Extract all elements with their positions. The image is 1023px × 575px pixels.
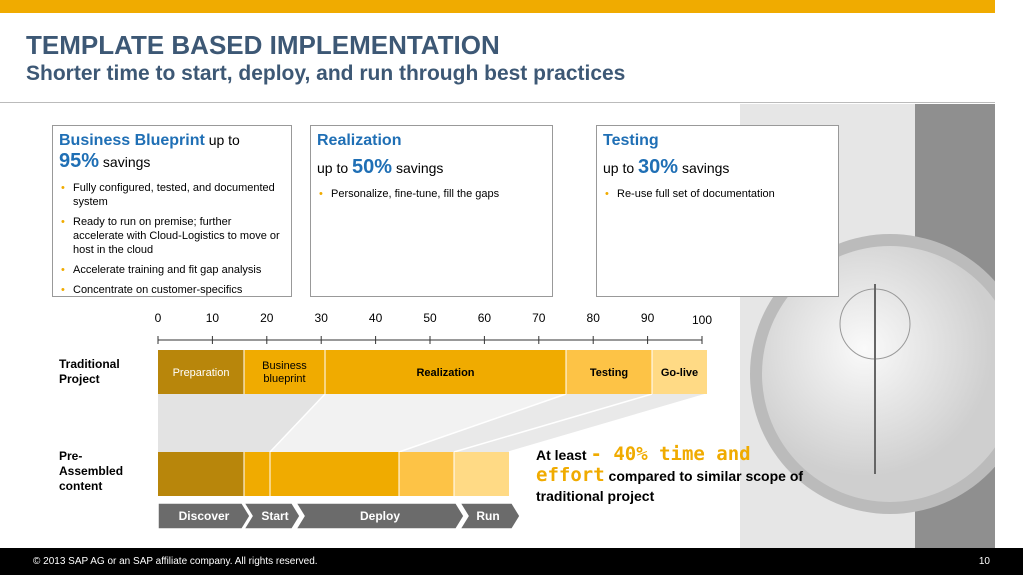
page-number: 10 <box>978 556 990 567</box>
title: TEMPLATE BASED IMPLEMENTATION <box>26 30 500 60</box>
scale-label: 80 <box>587 311 601 325</box>
scale-label: 0 <box>155 311 162 325</box>
box-prefix: up to <box>208 132 240 148</box>
stopwatch <box>740 104 995 548</box>
callout-highlight: - 40% time and effort <box>536 443 751 486</box>
box: Business Blueprint up to 95% savings Ful… <box>52 125 292 297</box>
segment-label: Testing <box>590 367 628 379</box>
callout: At least - 40% time and effort compared … <box>536 444 806 506</box>
phase-label: Start <box>261 509 288 523</box>
box-percent: 30% <box>638 156 679 178</box>
segment-label: Go-live <box>661 367 698 379</box>
scale-label: 40 <box>369 311 383 325</box>
bullet: Fully configured, tested, and documented… <box>61 181 285 209</box>
bullet: Personalize, fine-tune, fill the gaps <box>319 187 546 201</box>
box-title: Testing <box>603 132 659 149</box>
scale-label: 30 <box>315 311 329 325</box>
box-suffix: savings <box>681 160 730 176</box>
scale-label: 100 <box>692 313 712 327</box>
bullet-list: Re-use full set of documentation <box>603 187 832 201</box>
box-prefix: up to <box>317 160 349 176</box>
scale-label: 10 <box>206 311 220 325</box>
scale-label: 70 <box>532 311 546 325</box>
scale-label: 90 <box>641 311 655 325</box>
bullet: Concentrate on customer-specifics <box>61 283 285 297</box>
row-label: Pre-Assembled content <box>59 449 123 493</box>
box-suffix: savings <box>395 160 444 176</box>
box-percent: 50% <box>352 156 393 178</box>
box-title: Realization <box>317 132 402 149</box>
callout-lead: At least <box>536 447 587 463</box>
bullet-list: Fully configured, tested, and documented… <box>59 181 285 297</box>
bullet: Ready to run on premise; further acceler… <box>61 215 285 257</box>
phase-label: Deploy <box>360 509 400 523</box>
box-suffix: savings <box>102 154 151 170</box>
row-label: Traditional Project <box>59 357 120 386</box>
phase-label: Run <box>476 509 499 523</box>
bullet: Re-use full set of documentation <box>605 187 832 201</box>
box-prefix: up to <box>603 160 635 176</box>
box: Testing up to 30% savings Re-use full se… <box>596 125 839 297</box>
box-title: Business Blueprint <box>59 132 205 149</box>
phase-label: Discover <box>179 509 230 523</box>
segment-label: Realization <box>416 367 474 379</box>
top-bar <box>0 0 995 13</box>
callout-rest: compared to similar scope of traditional… <box>536 468 804 504</box>
timeline: 0 10 20 30 40 50 60 70 80 90 100 Traditional Project… <box>59 311 712 530</box>
segment-label: Business blueprint <box>262 360 307 385</box>
bullet: Accelerate training and fit gap analysis <box>61 263 285 277</box>
copyright: © 2013 SAP AG or an SAP affiliate compan… <box>33 556 318 567</box>
scale-label: 60 <box>478 311 492 325</box>
scale-label: 50 <box>423 311 437 325</box>
subtitle: Shorter time to start, deploy, and run t… <box>26 62 626 85</box>
segment-label: Preparation <box>173 367 230 379</box>
box: Realization up to 50% savings Personaliz… <box>310 125 553 297</box>
divider <box>0 102 995 103</box>
scale-label: 20 <box>260 311 274 325</box>
footer <box>0 548 1023 575</box>
bullet-list: Personalize, fine-tune, fill the gaps <box>317 187 546 201</box>
box-percent: 95% <box>59 150 100 172</box>
